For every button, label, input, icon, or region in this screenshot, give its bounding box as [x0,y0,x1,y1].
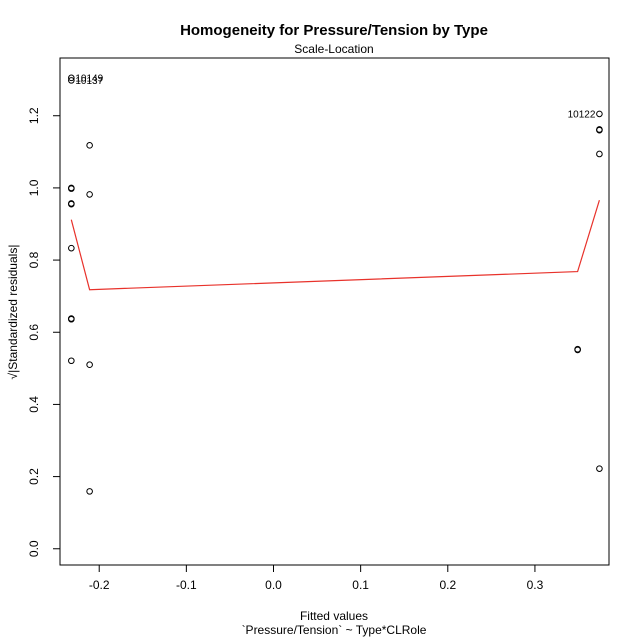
smoother-line [70,200,600,291]
x-axis-label: Fitted values [300,609,368,623]
chart-title: Homogeneity for Pressure/Tension by Type [180,22,488,39]
point-label: 10149 [75,73,103,84]
y-tick-label: 0.8 [27,251,41,268]
data-point [68,77,75,84]
chart-subtitle: Scale-Location [294,42,373,56]
y-tick-label: 1.2 [27,107,41,124]
x-axis-formula: `Pressure/Tension` ~ Type*CLRole [242,623,427,637]
data-point [86,361,93,369]
data-point [68,74,75,82]
point-label: 10122 [568,109,596,120]
y-tick-label: 0.6 [27,324,41,341]
y-tick-label: 0.2 [27,468,41,485]
data-point [86,191,93,198]
x-axis: -0.2 -0.1 0.0 0.1 0.2 0.3 [89,564,544,592]
data-point [596,465,603,472]
data-points [68,74,603,495]
data-point [68,315,75,323]
data-point [68,357,75,365]
data-point [68,185,75,192]
y-axis: 0.0 0.2 0.4 0.6 0.8 1.0 1.2 [27,107,61,557]
data-point [86,142,93,149]
data-point [86,488,93,495]
x-tick-label: -0.2 [89,578,110,592]
data-point [68,200,75,208]
plot-frame [59,57,610,566]
x-tick-label: 0.3 [527,578,544,592]
y-tick-label: 1.0 [27,179,41,196]
data-point [574,346,581,354]
data-point [596,110,603,118]
x-tick-label: -0.1 [176,578,197,592]
x-tick-label: 0.0 [265,578,282,592]
y-tick-label: 0.4 [27,396,41,413]
data-point [68,244,75,252]
x-tick-label: 0.2 [439,578,456,592]
y-axis-label: √|Standardized residuals| [6,245,20,380]
x-tick-label: 0.1 [352,578,369,592]
data-point [596,150,603,158]
point-label: 10137 [75,76,103,87]
data-point [596,126,603,134]
y-tick-label: 0.0 [27,540,41,557]
